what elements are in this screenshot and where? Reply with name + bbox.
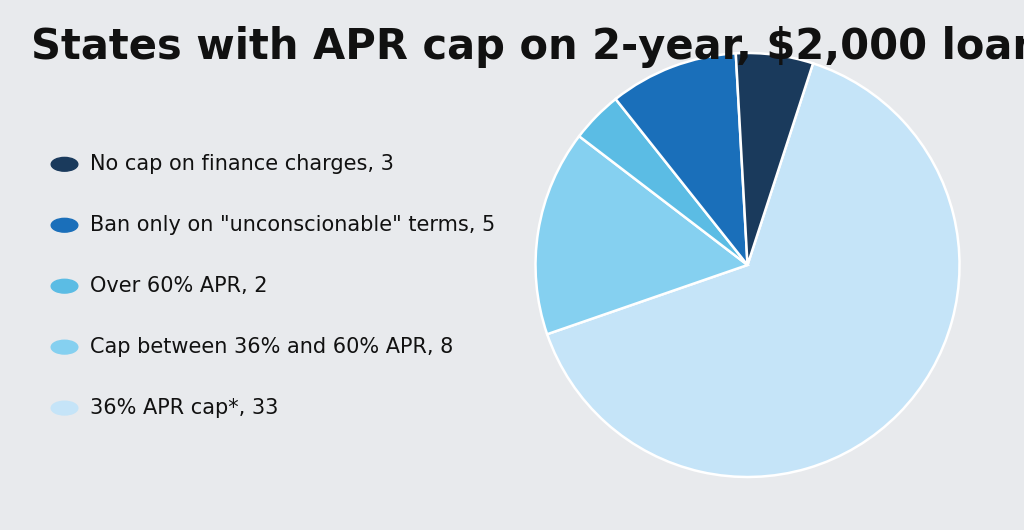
Text: Over 60% APR, 2: Over 60% APR, 2 (90, 276, 267, 296)
Text: No cap on finance charges, 3: No cap on finance charges, 3 (90, 154, 394, 174)
Text: 36% APR cap*, 33: 36% APR cap*, 33 (90, 398, 279, 418)
Wedge shape (547, 64, 959, 477)
Wedge shape (736, 53, 813, 265)
Text: Cap between 36% and 60% APR, 8: Cap between 36% and 60% APR, 8 (90, 337, 454, 357)
Text: States with APR cap on 2-year, $2,000 loan: States with APR cap on 2-year, $2,000 lo… (31, 26, 1024, 68)
Wedge shape (615, 54, 748, 265)
Wedge shape (580, 99, 748, 265)
Text: Ban only on "unconscionable" terms, 5: Ban only on "unconscionable" terms, 5 (90, 215, 496, 235)
Wedge shape (536, 136, 748, 334)
